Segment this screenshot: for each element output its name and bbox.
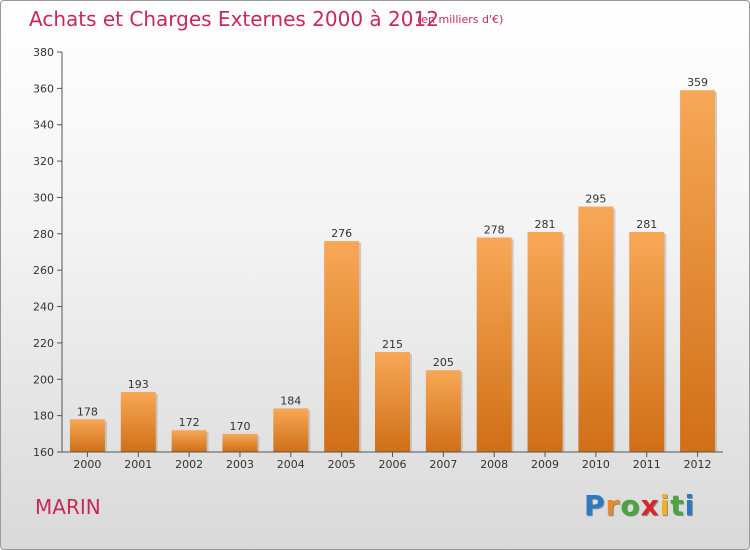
bar-value-label: 278 — [484, 223, 505, 236]
x-tick-label: 2012 — [684, 458, 712, 471]
chart-subtitle: (en milliers d'€) — [417, 13, 504, 26]
y-tick-label: 240 — [33, 301, 54, 314]
bar-value-label: 359 — [687, 76, 708, 89]
bar-value-label: 172 — [179, 416, 200, 429]
bar-value-label: 178 — [77, 405, 98, 418]
logo-letter: o — [620, 489, 641, 522]
bar-value-label: 193 — [128, 378, 149, 391]
y-tick-label: 200 — [33, 373, 54, 386]
bar — [324, 241, 360, 452]
x-tick-label: 2003 — [226, 458, 254, 471]
bar — [69, 419, 105, 452]
bar — [120, 392, 156, 452]
x-tick-label: 2011 — [633, 458, 661, 471]
bar — [476, 237, 512, 452]
y-tick-label: 360 — [33, 82, 54, 95]
logo-letter: t — [670, 489, 685, 522]
y-tick-label: 160 — [33, 446, 54, 459]
x-tick-label: 2002 — [175, 458, 203, 471]
bar-value-label: 184 — [280, 394, 301, 407]
x-tick-label: 2008 — [480, 458, 508, 471]
bar — [680, 90, 716, 452]
x-tick-label: 2010 — [582, 458, 610, 471]
bars: 178 193 172 170 184 276 215 205 278 281 295 281 359 — [69, 76, 718, 452]
commune-name: MARIN — [35, 495, 101, 519]
chart-title: Achats et Charges Externes 2000 à 2012 — [29, 7, 439, 31]
bar-value-label: 205 — [433, 356, 454, 369]
bar — [527, 232, 563, 452]
logo-letter: x — [640, 489, 660, 522]
bar — [375, 352, 410, 452]
bar-value-label: 281 — [535, 218, 556, 231]
bar — [578, 206, 614, 452]
y-tick-label: 340 — [33, 119, 54, 132]
bar — [629, 232, 665, 452]
y-tick-label: 380 — [33, 46, 54, 59]
y-tick-label: 220 — [33, 337, 54, 350]
x-tick-label: 2000 — [73, 458, 101, 471]
x-tick-label: 2006 — [379, 458, 407, 471]
bar — [222, 433, 258, 452]
y-tick-label: 320 — [33, 155, 54, 168]
logo-letter: r — [605, 489, 621, 522]
bar — [171, 430, 207, 452]
proxiti-logo: Proxiti — [584, 489, 695, 522]
x-axis: 2000 2001 2002 2003 2004 2005 2006 2007 2008 2009… — [62, 451, 723, 471]
y-axis: 160 180 200 220 240 260 280 300 320 340 360 380 — [33, 46, 63, 459]
bar — [425, 370, 461, 452]
bar-value-label: 276 — [331, 227, 352, 240]
bar-value-label: 170 — [229, 420, 250, 433]
x-tick-label: 2005 — [328, 458, 356, 471]
y-tick-label: 280 — [33, 228, 54, 241]
bar — [273, 408, 309, 452]
bar-value-label: 295 — [585, 193, 606, 206]
bar-value-label: 215 — [382, 338, 403, 351]
x-tick-label: 2009 — [531, 458, 559, 471]
bar-value-label: 281 — [636, 218, 657, 231]
y-tick-label: 300 — [33, 191, 54, 204]
x-tick-label: 2007 — [429, 458, 457, 471]
y-tick-label: 180 — [33, 410, 54, 423]
logo-letter: i — [684, 489, 696, 522]
logo-letter: P — [584, 489, 606, 522]
x-tick-label: 2001 — [124, 458, 152, 471]
logo-letter: i — [659, 489, 671, 522]
x-tick-label: 2004 — [277, 458, 305, 471]
y-tick-label: 260 — [33, 264, 54, 277]
